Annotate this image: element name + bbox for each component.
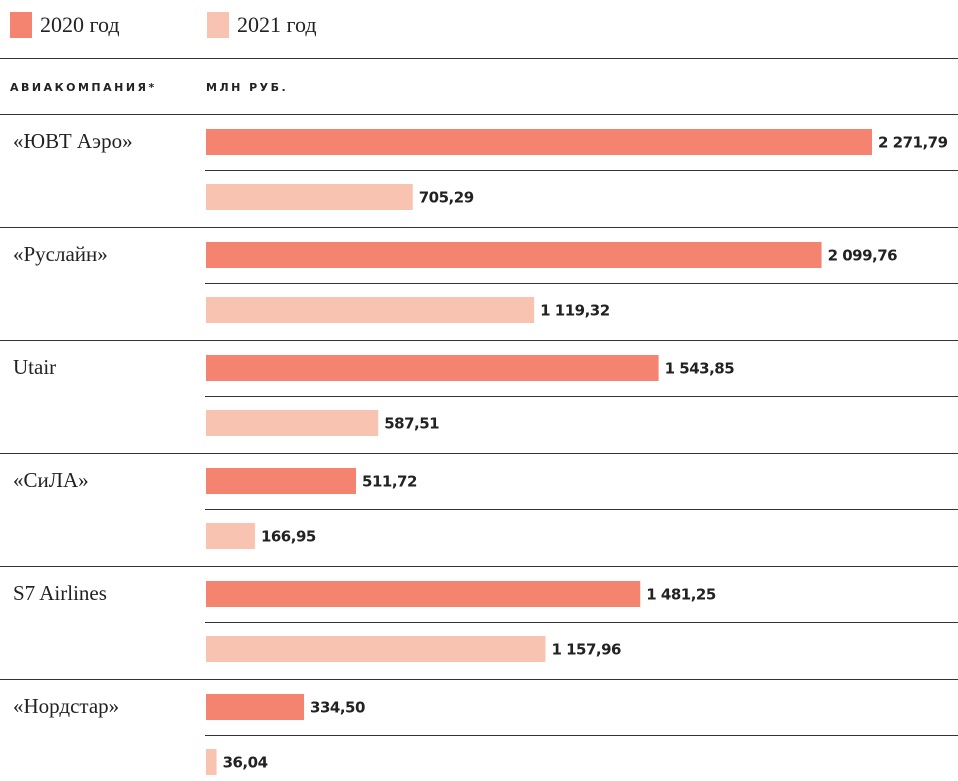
legend-swatch — [10, 12, 32, 38]
value-label: 1 119,32 — [540, 302, 610, 320]
column-header: АВИАКОМПАНИЯ* — [10, 81, 157, 94]
category-label: «ЮВТ Аэро» — [13, 129, 133, 153]
bar — [206, 184, 413, 210]
value-label: 511,72 — [362, 473, 417, 491]
bar — [206, 242, 822, 268]
column-header: МЛН РУБ. — [206, 81, 288, 94]
value-label: 2 099,76 — [828, 247, 898, 265]
category-label: «Руслайн» — [13, 242, 108, 266]
bar — [206, 523, 255, 549]
category-label: «Нордстар» — [13, 694, 119, 718]
value-label: 334,50 — [310, 699, 365, 717]
bar — [206, 129, 872, 155]
bar — [206, 581, 641, 607]
value-label: 1 157,96 — [551, 641, 621, 659]
value-label: 166,95 — [261, 528, 316, 546]
value-label: 2 271,79 — [878, 134, 948, 152]
value-label: 1 543,85 — [665, 360, 735, 378]
category-label: Utair — [13, 355, 56, 379]
bar — [206, 297, 535, 323]
category-label: «СиЛА» — [13, 468, 89, 492]
value-label: 36,04 — [223, 754, 268, 772]
value-label: 1 481,25 — [646, 586, 716, 604]
bar — [206, 468, 357, 494]
value-label: 705,29 — [419, 189, 474, 207]
legend-swatch — [207, 12, 229, 38]
bar — [206, 410, 379, 436]
bar — [206, 636, 546, 662]
bar — [206, 694, 305, 720]
value-label: 587,51 — [384, 415, 439, 433]
legend-label: 2021 год — [237, 12, 317, 37]
legend-label: 2020 год — [40, 12, 120, 37]
bar — [206, 355, 659, 381]
bar — [206, 749, 217, 775]
category-label: S7 Airlines — [13, 581, 107, 605]
